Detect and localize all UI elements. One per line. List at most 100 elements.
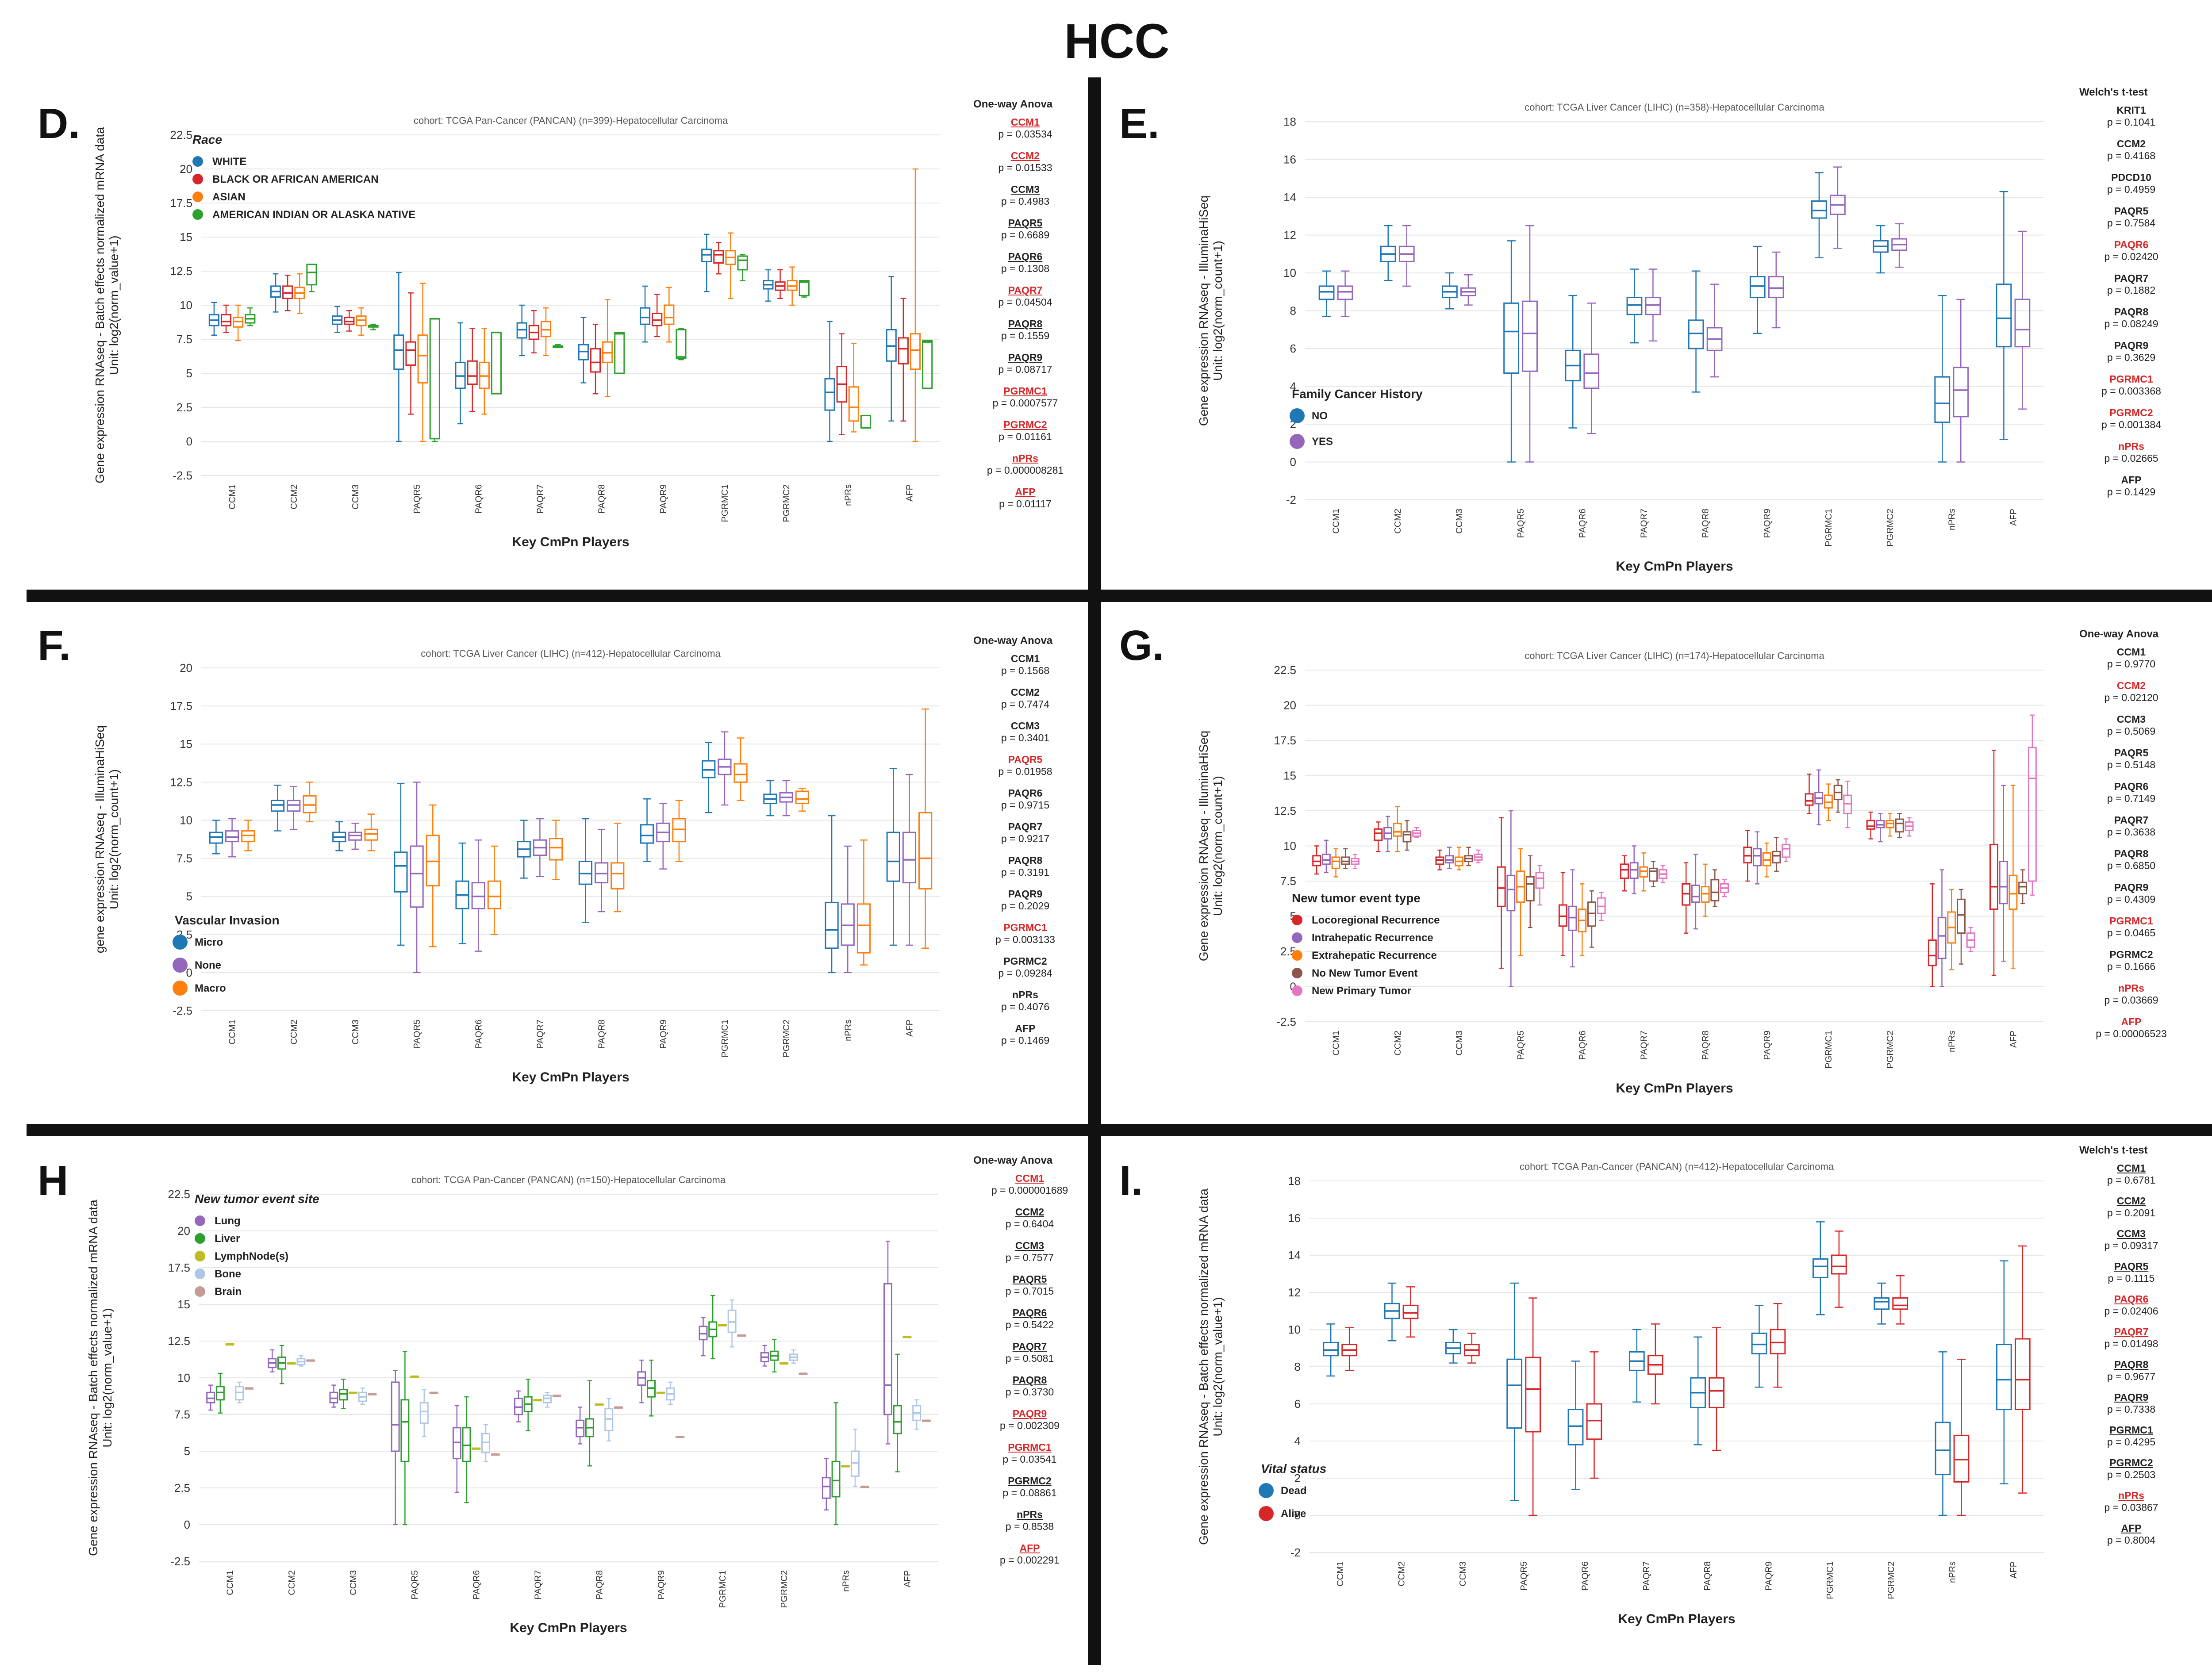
stat-gene-name: AFP	[1015, 1023, 1036, 1034]
box-white-pgrmc1	[701, 234, 712, 292]
legend-label-none: None	[195, 959, 221, 971]
stat-p-value: p = 0.09284	[998, 967, 1052, 979]
box-extrahepatic-recurrence-ccm1	[1331, 848, 1340, 878]
stat-p-value: p = 0.003133	[995, 934, 1055, 945]
box-asian-paqr5	[417, 283, 428, 442]
box-black-or-african-american-ccm3	[344, 310, 355, 332]
y-tick-label: 20	[1283, 699, 1296, 712]
box-yes-ccm1	[1337, 270, 1353, 317]
box-extrahepatic-recurrence-paqr5	[1516, 848, 1525, 956]
stat-gene-name: PGRMC2	[2109, 1457, 2153, 1468]
stat-p-value: p = 0.3730	[1005, 1386, 1054, 1398]
box-alive-afp	[2014, 1245, 2031, 1494]
stat-entry-nprs: nPRs p = 0.4076	[973, 989, 1077, 1013]
box-black-or-african-american-paqr8	[590, 323, 601, 395]
stat-gene-name: PAQR6	[2114, 1293, 2149, 1305]
box-body	[1626, 297, 1643, 315]
box-asian-paqr8	[602, 299, 613, 397]
box-body	[611, 862, 625, 889]
x-tick-label: PAQR6	[472, 1570, 481, 1599]
legend-marker-none	[173, 958, 188, 973]
x-tick-label: PAQR9	[659, 1020, 668, 1049]
x-tick-label: PAQR7	[1639, 509, 1649, 538]
stat-gene-name: PAQR8	[1008, 318, 1043, 330]
box-intrahepatic-recurrence-ccm2	[1383, 816, 1393, 852]
box-body	[235, 1386, 244, 1401]
box-bone-paqr6	[481, 1424, 490, 1462]
x-tick-label: CCM2	[1393, 509, 1403, 534]
box-micro-paqr9	[640, 798, 654, 862]
box-body	[664, 304, 675, 325]
stat-p-value: p = 0.001384	[2101, 419, 2161, 430]
stat-entry-paqr8: PAQR8 p = 0.9677	[2079, 1359, 2183, 1383]
x-tick-label: PAQR6	[1578, 509, 1587, 538]
stat-gene-name: CCM2	[2116, 680, 2146, 691]
legend-label-lung: Lung	[215, 1215, 241, 1227]
box-no-new-tumor-event-pgrmc1	[1833, 779, 1843, 813]
y-tick-label: 17.5	[1274, 734, 1296, 747]
x-axis-label: Key CmPn Players	[512, 1070, 629, 1085]
stat-p-value: p = 0.1882	[2107, 284, 2156, 296]
legend-marker-no-new-tumor-event	[1292, 968, 1302, 978]
box-liver-ccm2	[277, 1345, 287, 1384]
stat-gene-name: PGRMC1	[1003, 922, 1047, 933]
box-white-afp	[886, 276, 897, 422]
box-body	[1876, 820, 1885, 828]
stat-p-value: p = 0.5069	[2107, 725, 2156, 737]
stat-gene-name: PAQR9	[2114, 882, 2149, 893]
stat-gene-name: PAQR9	[1008, 888, 1043, 900]
box-body	[1833, 785, 1843, 801]
stat-p-value: p = 0.6781	[2107, 1174, 2156, 1186]
legend-label-new-primary-tumor: New Primary Tumor	[1312, 985, 1411, 997]
stat-entry-paqr5: PAQR5 p = 0.1115	[2079, 1261, 2183, 1284]
stat-entry-paqr7: PAQR7 p = 0.04504	[973, 284, 1077, 308]
box-body	[417, 334, 428, 384]
legend-marker-american-indian-or-alaska-native	[192, 209, 203, 220]
box-body	[1503, 302, 1519, 374]
x-tick-label: PAQR7	[533, 1570, 543, 1599]
stat-entry-ccm1: CCM1 p = 0.03534	[973, 116, 1077, 140]
y-tick-label: 8	[1294, 1360, 1301, 1373]
box-bone-paqr9	[666, 1381, 675, 1405]
box-micro-afp	[886, 768, 900, 946]
box-body	[487, 880, 502, 909]
stat-entry-paqr8: PAQR8 p = 0.1559	[973, 318, 1077, 342]
stat-p-value: p = 0.000001689	[991, 1184, 1068, 1196]
stat-gene-name: PGRMC2	[1003, 955, 1047, 967]
box-liver-paqr9	[647, 1359, 656, 1417]
stat-gene-name: CCM1	[1015, 1173, 1045, 1184]
legend-label-lymphnode-s: LymphNode(s)	[215, 1250, 288, 1262]
box-body	[898, 337, 909, 364]
box-micro-paqr6	[455, 842, 469, 944]
box-brain-paqr7	[552, 1395, 561, 1397]
stat-entry-ccm3: CCM3 p = 0.4983	[973, 184, 1077, 207]
box-no-new-tumor-event-ccm3	[1464, 847, 1473, 866]
box-bone-paqr7	[543, 1391, 552, 1408]
box-black-or-african-american-paqr9	[652, 294, 663, 337]
legend: Family Cancer History NO YES	[1290, 387, 1423, 449]
box-micro-ccm2	[270, 784, 285, 832]
box-body	[1341, 856, 1350, 865]
box-micro-paqr7	[517, 820, 531, 879]
box-body	[1770, 1329, 1786, 1355]
x-tick-label: PAQR5	[410, 1570, 420, 1599]
box-body	[220, 314, 232, 326]
box-bone-ccm1	[235, 1381, 244, 1403]
stat-entry-nprs: nPRs p = 0.03867	[2079, 1490, 2183, 1514]
box-body	[824, 378, 835, 411]
box-extrahepatic-recurrence-ccm3	[1454, 847, 1463, 870]
stat-gene-name: CCM1	[2116, 646, 2146, 658]
x-tick-label: PAQR6	[474, 484, 484, 514]
x-tick-label: PAQR9	[657, 1570, 666, 1599]
box-no-new-tumor-event-paqr5	[1525, 855, 1535, 928]
box-no-new-tumor-event-paqr7	[1649, 861, 1658, 887]
box-yes-pgrmc2	[1891, 223, 1907, 268]
stat-gene-name: PAQR7	[2114, 272, 2149, 284]
stat-entry-ccm1: CCM1 p = 0.9770	[2079, 646, 2183, 670]
stats-title: One-way Anova	[2079, 628, 2159, 640]
box-body	[306, 264, 317, 286]
legend-label-brain: Brain	[215, 1286, 242, 1298]
legend-title: Family Cancer History	[1292, 387, 1423, 401]
vertical-divider	[1088, 77, 1101, 1665]
stat-entry-ccm1: CCM1 p = 0.1568	[973, 653, 1077, 677]
